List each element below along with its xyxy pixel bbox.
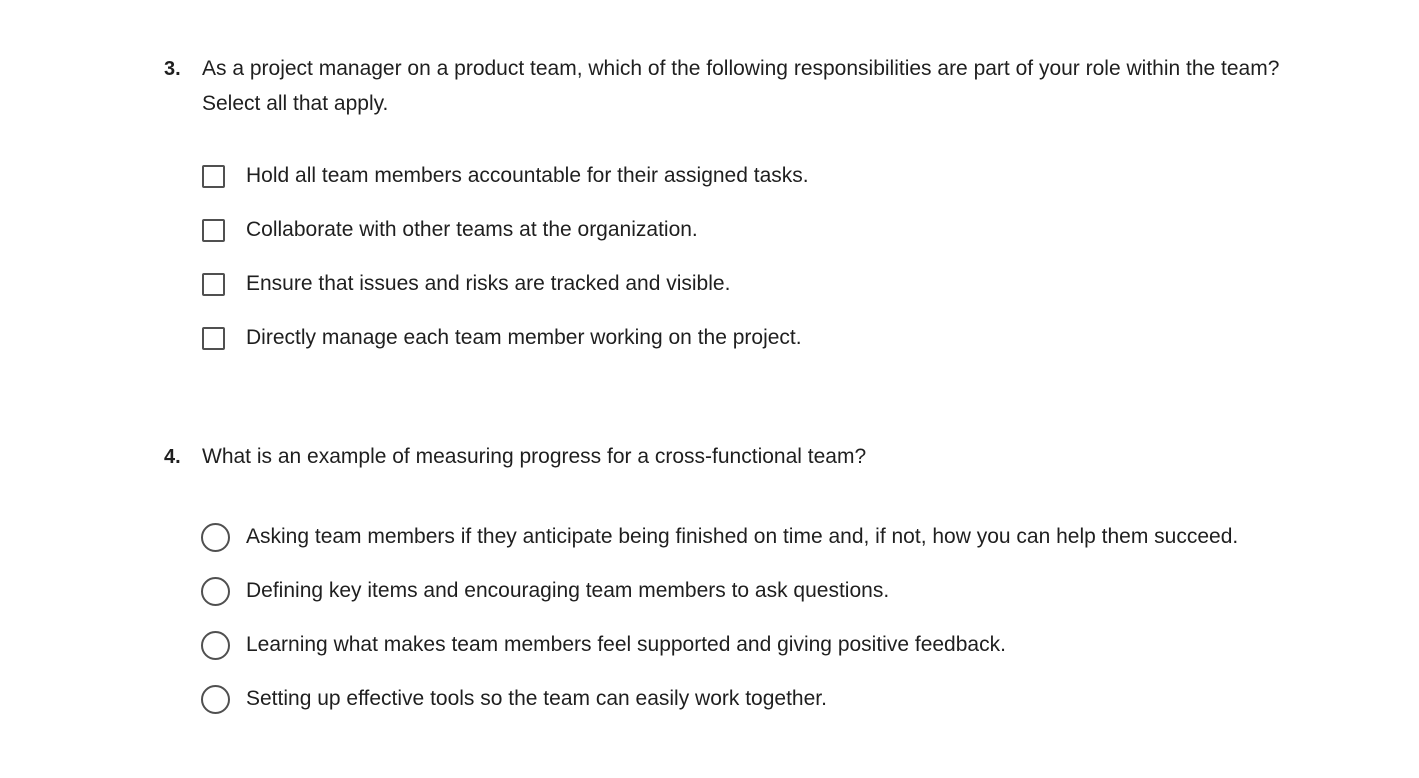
option-label: Hold all team members accountable for th… xyxy=(246,164,809,187)
option-checkbox-1[interactable]: Hold all team members accountable for th… xyxy=(202,149,1324,203)
option-label: Setting up effective tools so the team c… xyxy=(246,687,827,710)
option-radio-1[interactable]: Asking team members if they anticipate b… xyxy=(201,510,1324,564)
checkbox[interactable] xyxy=(202,272,225,296)
option-label: Directly manage each team member working… xyxy=(246,326,802,349)
question-4: 4. What is an example of measuring progr… xyxy=(164,442,1324,726)
option-checkbox-3[interactable]: Ensure that issues and risks are tracked… xyxy=(202,257,1324,311)
checkbox[interactable] xyxy=(202,218,225,242)
option-radio-2[interactable]: Defining key items and encouraging team … xyxy=(201,564,1324,618)
checkbox-group: Hold all team members accountable for th… xyxy=(202,149,1324,365)
question-number: 3. xyxy=(164,58,181,80)
option-label: Collaborate with other teams at the orga… xyxy=(246,218,698,241)
option-checkbox-4[interactable]: Directly manage each team member working… xyxy=(202,311,1324,365)
option-radio-4[interactable]: Setting up effective tools so the team c… xyxy=(201,672,1324,726)
question-header: 3. As a project manager on a product tea… xyxy=(164,54,1324,121)
question-3: 3. As a project manager on a product tea… xyxy=(164,54,1324,365)
question-header: 4. What is an example of measuring progr… xyxy=(164,442,1324,474)
question-number: 4. xyxy=(164,446,181,468)
option-label: Defining key items and encouraging team … xyxy=(246,579,890,602)
radio-button[interactable] xyxy=(201,576,230,606)
checkbox[interactable] xyxy=(202,164,225,188)
question-prompt: As a project manager on a product team, … xyxy=(202,57,1280,115)
question-prompt: What is an example of measuring progress… xyxy=(202,445,867,468)
radio-group: Asking team members if they anticipate b… xyxy=(201,510,1324,726)
option-radio-3[interactable]: Learning what makes team members feel su… xyxy=(201,618,1324,672)
checkbox[interactable] xyxy=(202,326,225,350)
option-label: Ensure that issues and risks are tracked… xyxy=(246,272,731,295)
option-label: Learning what makes team members feel su… xyxy=(246,633,1006,656)
option-checkbox-2[interactable]: Collaborate with other teams at the orga… xyxy=(202,203,1324,257)
radio-button[interactable] xyxy=(201,684,230,714)
option-label: Asking team members if they anticipate b… xyxy=(246,525,1239,548)
radio-button[interactable] xyxy=(201,630,230,660)
radio-button[interactable] xyxy=(201,522,230,552)
